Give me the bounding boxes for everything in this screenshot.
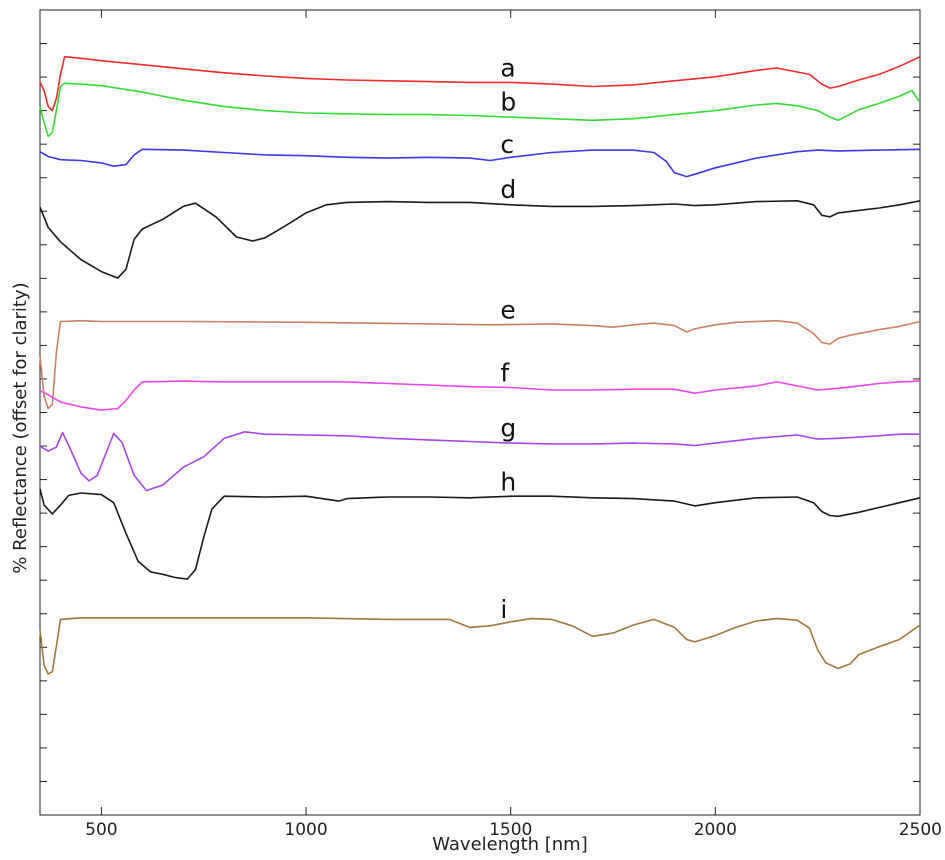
series-line-g	[39, 431, 920, 492]
x-tick-label: 1000	[284, 820, 327, 840]
x-tick-label: 2500	[899, 820, 942, 840]
series-line-b	[39, 82, 921, 138]
series-line-i	[39, 617, 921, 675]
series-line-e	[39, 319, 921, 410]
series-line-h	[39, 488, 921, 580]
x-tick-label: 500	[85, 820, 117, 840]
series-line-c	[39, 148, 921, 178]
series-line-d	[39, 200, 921, 279]
plot-frame	[39, 9, 921, 816]
series-label-f: f	[500, 358, 510, 387]
series-label-g: g	[500, 414, 516, 443]
x-axis-title: Wavelength [nm]	[432, 834, 588, 855]
series-label-a: a	[500, 53, 515, 82]
series-line-a	[39, 55, 921, 112]
series-label-i: i	[500, 595, 507, 624]
series-label-d: d	[500, 175, 516, 204]
series-label-b: b	[500, 88, 516, 117]
series-label-h: h	[500, 468, 516, 497]
x-tick-label: 2000	[694, 820, 737, 840]
y-axis-title: % Reflectance (offset for clarity)	[10, 282, 31, 573]
series-line-f	[39, 380, 921, 411]
series-label-c: c	[500, 130, 514, 159]
x-tick-label: 1500	[489, 820, 532, 840]
series-label-e: e	[500, 296, 515, 325]
